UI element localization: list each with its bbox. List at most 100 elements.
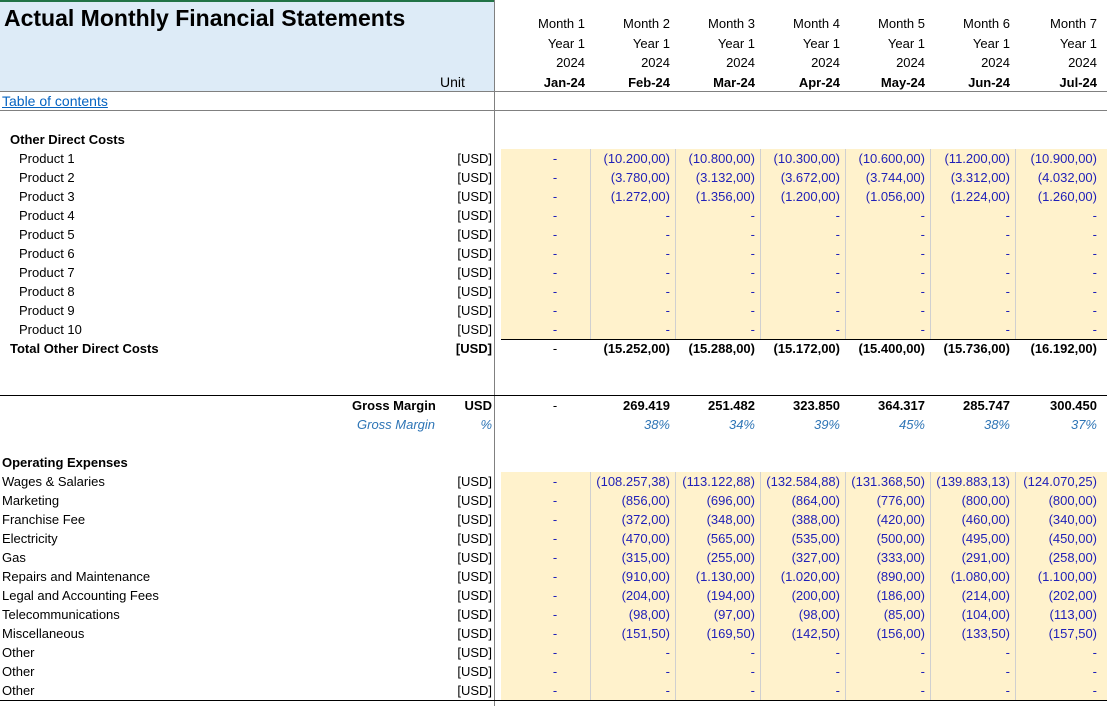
odc-value-cell[interactable]: - [750, 208, 755, 223]
odc-value-cell[interactable]: - [552, 246, 558, 261]
opex-value-cell[interactable]: (131.368,50) [851, 474, 925, 489]
opex-value-cell[interactable]: - [552, 645, 558, 660]
gross-margin-cell[interactable]: 251.482 [708, 398, 755, 413]
opex-value-cell[interactable]: - [835, 664, 840, 679]
gross-margin-cell[interactable]: 269.419 [623, 398, 670, 413]
odc-value-cell[interactable]: (1.356,00) [695, 189, 755, 204]
opex-value-cell[interactable]: (113,00) [1049, 607, 1097, 622]
opex-value-cell[interactable]: - [1092, 645, 1097, 660]
odc-value-cell[interactable]: - [552, 322, 558, 337]
opex-value-cell[interactable]: - [835, 683, 840, 698]
odc-value-cell[interactable]: (10.600,00) [858, 151, 926, 166]
odc-value-cell[interactable]: - [665, 265, 670, 280]
odc-value-cell[interactable]: - [552, 151, 558, 166]
opex-value-cell[interactable]: (200,00) [791, 588, 840, 603]
odc-value-cell[interactable]: - [552, 284, 558, 299]
opex-value-cell[interactable]: - [1092, 664, 1097, 679]
opex-value-cell[interactable]: (372,00) [621, 512, 670, 527]
opex-value-cell[interactable]: (696,00) [706, 493, 755, 508]
odc-total-cell[interactable]: (15.252,00) [603, 341, 671, 356]
opex-value-cell[interactable]: - [665, 645, 670, 660]
odc-value-cell[interactable]: - [750, 284, 755, 299]
odc-value-cell[interactable]: - [552, 189, 558, 204]
opex-value-cell[interactable]: (535,00) [791, 531, 840, 546]
odc-total-cell[interactable]: (15.172,00) [773, 341, 841, 356]
opex-value-cell[interactable]: (202,00) [1048, 588, 1097, 603]
opex-value-cell[interactable]: (169,50) [706, 626, 755, 641]
odc-value-cell[interactable]: - [835, 284, 840, 299]
opex-value-cell[interactable]: (864,00) [791, 493, 840, 508]
odc-value-cell[interactable]: (3.744,00) [865, 170, 925, 185]
odc-value-cell[interactable]: - [1092, 265, 1097, 280]
opex-value-cell[interactable]: (800,00) [1048, 493, 1097, 508]
table-of-contents-link[interactable]: Table of contents [2, 93, 108, 109]
opex-value-cell[interactable]: - [920, 683, 925, 698]
opex-value-cell[interactable]: (139.883,13) [936, 474, 1010, 489]
gross-margin-pct-cell[interactable]: 38% [983, 417, 1010, 432]
odc-value-cell[interactable]: (1.272,00) [610, 189, 670, 204]
odc-value-cell[interactable]: (4.032,00) [1037, 170, 1097, 185]
gross-margin-cell[interactable]: 300.450 [1050, 398, 1097, 413]
opex-value-cell[interactable]: (1.020,00) [780, 569, 840, 584]
opex-value-cell[interactable]: - [665, 664, 670, 679]
odc-total-cell[interactable]: (15.400,00) [858, 341, 926, 356]
odc-value-cell[interactable]: - [1092, 246, 1097, 261]
odc-value-cell[interactable]: - [1005, 208, 1010, 223]
odc-value-cell[interactable]: (1.056,00) [865, 189, 925, 204]
opex-value-cell[interactable]: (1.080,00) [950, 569, 1010, 584]
odc-value-cell[interactable]: - [1092, 208, 1097, 223]
odc-value-cell[interactable]: - [835, 246, 840, 261]
odc-value-cell[interactable]: - [920, 208, 925, 223]
opex-value-cell[interactable]: (1.130,00) [695, 569, 755, 584]
odc-value-cell[interactable]: - [552, 303, 558, 318]
opex-value-cell[interactable]: (565,00) [706, 531, 755, 546]
opex-value-cell[interactable]: (333,00) [876, 550, 925, 565]
opex-value-cell[interactable]: - [552, 531, 558, 546]
opex-value-cell[interactable]: (214,00) [961, 588, 1010, 603]
odc-value-cell[interactable]: - [920, 227, 925, 242]
odc-value-cell[interactable]: - [835, 322, 840, 337]
opex-value-cell[interactable]: (98,00) [798, 607, 840, 622]
opex-value-cell[interactable]: - [835, 645, 840, 660]
odc-value-cell[interactable]: - [750, 246, 755, 261]
odc-value-cell[interactable]: - [1092, 303, 1097, 318]
opex-value-cell[interactable]: (113.122,88) [682, 474, 755, 489]
odc-value-cell[interactable]: - [920, 284, 925, 299]
opex-value-cell[interactable]: (258,00) [1048, 550, 1097, 565]
odc-value-cell[interactable]: (11.200,00) [944, 151, 1010, 166]
opex-value-cell[interactable]: (327,00) [791, 550, 840, 565]
odc-value-cell[interactable]: (1.224,00) [950, 189, 1010, 204]
odc-value-cell[interactable]: - [920, 246, 925, 261]
odc-value-cell[interactable]: - [665, 227, 670, 242]
opex-value-cell[interactable]: - [665, 683, 670, 698]
opex-value-cell[interactable]: (450,00) [1048, 531, 1097, 546]
gross-margin-cell[interactable]: 323.850 [793, 398, 840, 413]
opex-value-cell[interactable]: - [552, 626, 558, 641]
gross-margin-cell[interactable]: 285.747 [963, 398, 1010, 413]
odc-value-cell[interactable]: - [665, 284, 670, 299]
opex-value-cell[interactable]: (340,00) [1048, 512, 1097, 527]
odc-value-cell[interactable]: - [665, 303, 670, 318]
opex-value-cell[interactable]: (291,00) [961, 550, 1010, 565]
opex-value-cell[interactable]: (124.070,25) [1023, 474, 1097, 489]
odc-value-cell[interactable]: - [1005, 284, 1010, 299]
odc-value-cell[interactable]: - [1005, 227, 1010, 242]
opex-value-cell[interactable]: (495,00) [961, 531, 1010, 546]
odc-value-cell[interactable]: (10.900,00) [1030, 151, 1098, 166]
opex-value-cell[interactable]: (132.584,88) [766, 474, 840, 489]
odc-value-cell[interactable]: - [920, 322, 925, 337]
opex-value-cell[interactable]: (910,00) [621, 569, 670, 584]
opex-value-cell[interactable]: - [1005, 664, 1010, 679]
odc-total-cell[interactable]: (15.288,00) [688, 341, 756, 356]
odc-value-cell[interactable]: (10.800,00) [688, 151, 756, 166]
odc-value-cell[interactable]: - [835, 208, 840, 223]
opex-value-cell[interactable]: - [1092, 683, 1097, 698]
gross-margin-pct-cell[interactable]: 39% [813, 417, 840, 432]
gross-margin-pct-cell[interactable]: 34% [728, 417, 755, 432]
odc-value-cell[interactable]: - [1005, 303, 1010, 318]
odc-value-cell[interactable]: - [665, 322, 670, 337]
odc-value-cell[interactable]: - [1005, 265, 1010, 280]
odc-value-cell[interactable]: (3.672,00) [780, 170, 840, 185]
odc-value-cell[interactable]: - [835, 265, 840, 280]
odc-value-cell[interactable]: - [835, 227, 840, 242]
